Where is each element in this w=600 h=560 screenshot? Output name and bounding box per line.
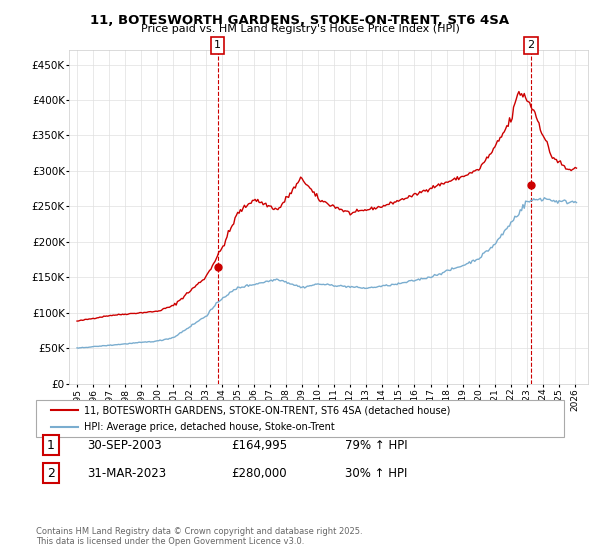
Text: £164,995: £164,995 <box>231 438 287 452</box>
Text: HPI: Average price, detached house, Stoke-on-Trent: HPI: Average price, detached house, Stok… <box>84 422 335 432</box>
Text: Contains HM Land Registry data © Crown copyright and database right 2025.
This d: Contains HM Land Registry data © Crown c… <box>36 526 362 546</box>
Text: 11, BOTESWORTH GARDENS, STOKE-ON-TRENT, ST6 4SA (detached house): 11, BOTESWORTH GARDENS, STOKE-ON-TRENT, … <box>84 405 451 416</box>
Text: 1: 1 <box>47 438 55 452</box>
Text: 31-MAR-2023: 31-MAR-2023 <box>87 466 166 480</box>
Text: 2: 2 <box>527 40 535 50</box>
Text: 30% ↑ HPI: 30% ↑ HPI <box>345 466 407 480</box>
Text: 79% ↑ HPI: 79% ↑ HPI <box>345 438 407 452</box>
Text: 11, BOTESWORTH GARDENS, STOKE-ON-TRENT, ST6 4SA: 11, BOTESWORTH GARDENS, STOKE-ON-TRENT, … <box>91 14 509 27</box>
Text: 30-SEP-2003: 30-SEP-2003 <box>87 438 161 452</box>
Text: 1: 1 <box>214 40 221 50</box>
Text: 2: 2 <box>47 466 55 480</box>
Text: £280,000: £280,000 <box>231 466 287 480</box>
Text: Price paid vs. HM Land Registry's House Price Index (HPI): Price paid vs. HM Land Registry's House … <box>140 24 460 34</box>
